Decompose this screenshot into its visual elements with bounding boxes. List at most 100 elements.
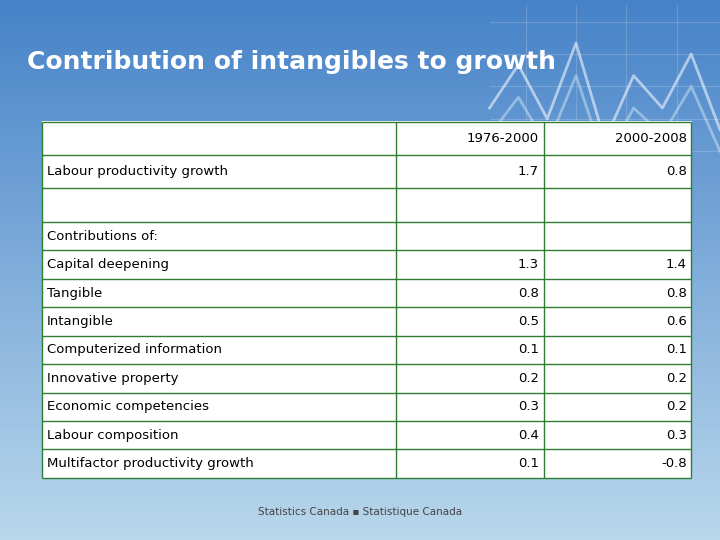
Bar bbox=[0, 497, 720, 498]
Bar bbox=[0, 405, 720, 407]
Bar bbox=[0, 79, 720, 81]
Bar bbox=[0, 123, 720, 124]
Bar bbox=[0, 59, 720, 61]
Bar bbox=[0, 457, 720, 459]
Bar bbox=[0, 72, 720, 74]
Text: 1.7: 1.7 bbox=[518, 165, 539, 178]
Text: Economic competencies: Economic competencies bbox=[47, 400, 209, 413]
Bar bbox=[0, 263, 720, 265]
Bar bbox=[0, 423, 720, 425]
Bar bbox=[0, 22, 720, 23]
Text: Statistics Canada ▪ Statistique Canada: Statistics Canada ▪ Statistique Canada bbox=[258, 507, 462, 517]
Bar bbox=[544, 393, 692, 421]
Bar bbox=[0, 178, 720, 180]
Bar bbox=[0, 140, 720, 142]
Bar bbox=[0, 373, 720, 374]
Bar bbox=[0, 38, 720, 39]
Bar bbox=[0, 378, 720, 380]
Bar bbox=[0, 493, 720, 495]
Bar bbox=[0, 209, 720, 211]
Bar bbox=[0, 241, 720, 243]
Bar bbox=[0, 506, 720, 508]
Bar bbox=[0, 144, 720, 146]
Bar bbox=[0, 304, 720, 306]
Bar bbox=[396, 279, 544, 307]
Bar bbox=[0, 58, 720, 59]
Text: Contributions of:: Contributions of: bbox=[47, 230, 158, 242]
Bar bbox=[0, 189, 720, 191]
Bar bbox=[396, 364, 544, 393]
Bar bbox=[0, 518, 720, 520]
Bar bbox=[0, 288, 720, 290]
Bar bbox=[0, 65, 720, 66]
Bar bbox=[0, 349, 720, 351]
Bar bbox=[0, 155, 720, 157]
Bar bbox=[0, 133, 720, 135]
Bar bbox=[0, 498, 720, 501]
Bar bbox=[0, 15, 720, 16]
Bar bbox=[0, 508, 720, 509]
Bar bbox=[42, 122, 396, 155]
Bar bbox=[0, 358, 720, 360]
Bar bbox=[0, 43, 720, 45]
Bar bbox=[0, 366, 720, 367]
Bar bbox=[0, 536, 720, 538]
Bar bbox=[0, 479, 720, 481]
Bar bbox=[0, 50, 720, 52]
Bar bbox=[0, 207, 720, 209]
Bar bbox=[0, 279, 720, 281]
Bar bbox=[396, 155, 544, 188]
Bar bbox=[0, 520, 720, 522]
Bar bbox=[0, 151, 720, 153]
Bar bbox=[0, 447, 720, 448]
Bar bbox=[544, 307, 692, 336]
Bar bbox=[0, 117, 720, 119]
Bar bbox=[0, 468, 720, 470]
Bar bbox=[0, 234, 720, 236]
Bar bbox=[0, 502, 720, 504]
Bar bbox=[0, 270, 720, 272]
Bar bbox=[0, 390, 720, 393]
Bar bbox=[0, 63, 720, 65]
Bar bbox=[0, 27, 720, 29]
Bar bbox=[0, 16, 720, 18]
Bar bbox=[0, 2, 720, 4]
Bar bbox=[0, 174, 720, 177]
Bar bbox=[0, 272, 720, 274]
Bar bbox=[0, 275, 720, 277]
Bar bbox=[0, 31, 720, 32]
Bar bbox=[0, 355, 720, 356]
Bar bbox=[0, 56, 720, 58]
Bar bbox=[0, 342, 720, 344]
Bar bbox=[0, 113, 720, 115]
Bar bbox=[0, 223, 720, 225]
Bar bbox=[42, 155, 396, 188]
Bar bbox=[0, 367, 720, 369]
Bar bbox=[0, 382, 720, 383]
Bar bbox=[0, 401, 720, 403]
Bar bbox=[0, 77, 720, 79]
Text: 0.3: 0.3 bbox=[666, 429, 687, 442]
Bar bbox=[0, 347, 720, 349]
Bar bbox=[0, 459, 720, 461]
Bar bbox=[0, 376, 720, 378]
Bar bbox=[0, 97, 720, 99]
Bar bbox=[0, 461, 720, 463]
Bar bbox=[0, 339, 720, 340]
Bar bbox=[0, 236, 720, 238]
Bar bbox=[42, 122, 691, 478]
Bar bbox=[0, 301, 720, 302]
Bar bbox=[42, 364, 396, 393]
Bar bbox=[0, 184, 720, 185]
Bar bbox=[0, 290, 720, 292]
Bar bbox=[0, 214, 720, 216]
Bar bbox=[42, 251, 396, 279]
Bar bbox=[0, 254, 720, 255]
Text: Intangible: Intangible bbox=[47, 315, 114, 328]
Bar bbox=[0, 491, 720, 493]
Bar bbox=[0, 522, 720, 524]
Bar bbox=[0, 101, 720, 103]
Bar bbox=[0, 313, 720, 315]
Bar bbox=[0, 81, 720, 83]
Bar bbox=[0, 225, 720, 227]
